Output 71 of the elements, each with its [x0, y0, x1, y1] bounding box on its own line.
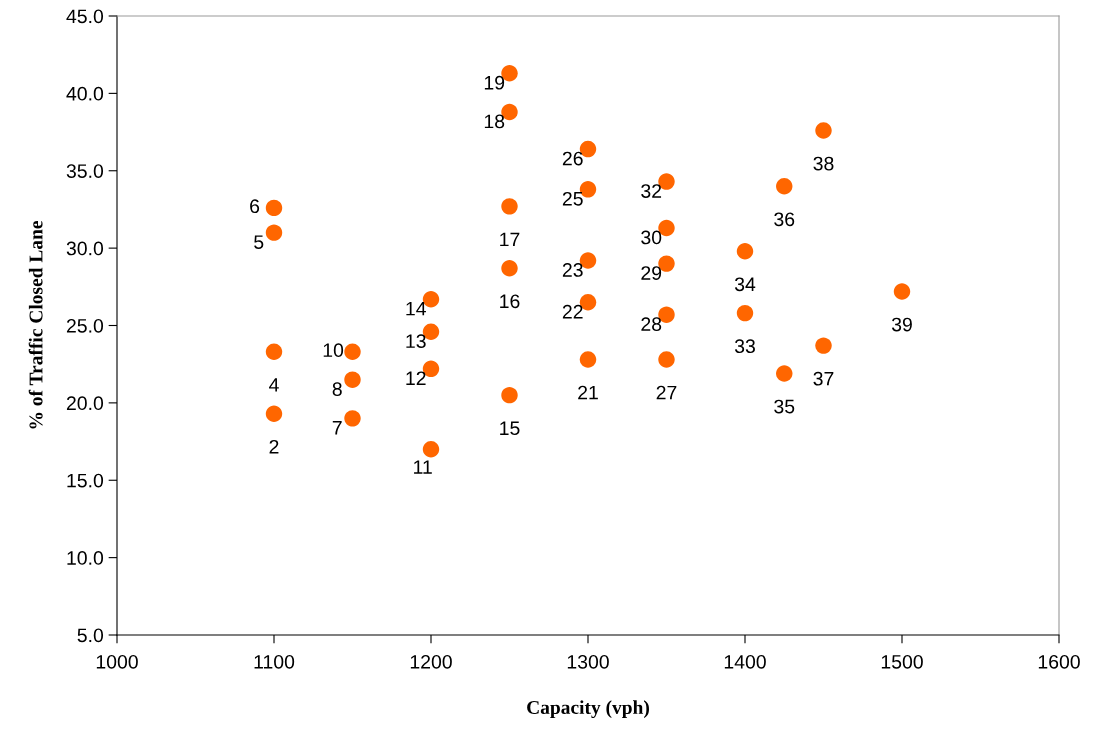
annotation: 11 [414, 460, 432, 474]
annotation: 14 [406, 301, 426, 316]
point [265, 199, 283, 217]
annotation: 38 [813, 156, 834, 171]
annotation: 28 [641, 317, 662, 331]
point [736, 304, 754, 322]
annotation: 34 [734, 277, 756, 292]
point [776, 178, 793, 195]
annotation: 8 [332, 382, 342, 396]
point [501, 198, 518, 215]
point [265, 405, 283, 422]
annotation: 15 [500, 421, 520, 436]
point [658, 351, 675, 368]
y-axis-title: % of Traffic Closed Lane [28, 221, 43, 429]
annotation: 16 [500, 294, 520, 309]
y-tick-label: 5.0 [77, 628, 104, 643]
annotation: 29 [641, 266, 662, 280]
point [893, 283, 911, 300]
annotation: 5 [254, 235, 264, 249]
y-tick-label: 30.0 [66, 241, 104, 256]
x-tick-label: 1500 [881, 654, 923, 669]
y-tick-label: 40.0 [66, 86, 104, 101]
x-tick-label: 1100 [254, 654, 295, 669]
point [422, 441, 440, 458]
point [501, 260, 518, 277]
x-axis-title: Capacity (vph) [527, 700, 649, 719]
x-tick-label: 1400 [724, 654, 766, 669]
annotation: 35 [774, 399, 795, 414]
annotation: 27 [656, 385, 677, 400]
point [815, 122, 832, 139]
annotation: 13 [406, 334, 426, 349]
y-tick-label: 15.0 [67, 473, 104, 488]
y-tick-label: 10.0 [67, 551, 104, 565]
x-tick-label: 1300 [567, 654, 609, 669]
annotation: 21 [578, 385, 598, 400]
annotation: 17 [500, 232, 520, 247]
annotation: 23 [562, 263, 583, 277]
x-tick-label: 1200 [410, 654, 452, 669]
point [736, 243, 754, 260]
y-tick-label: 35.0 [66, 164, 104, 178]
y-tick-label: 25.0 [66, 318, 104, 333]
point [501, 386, 518, 404]
annotation: 33 [734, 339, 755, 354]
point [579, 351, 597, 368]
annotation: 25 [562, 191, 583, 206]
annotation: 36 [774, 212, 795, 227]
annotation: 10 [323, 343, 344, 358]
annotation: 26 [562, 151, 583, 166]
annotation: 22 [562, 304, 583, 319]
point [344, 343, 361, 361]
point [776, 365, 793, 382]
point [265, 224, 283, 241]
annotation: 37 [813, 371, 834, 386]
y-tick-label: 20.0 [66, 396, 104, 411]
x-tick-label: 1000 [96, 654, 138, 669]
point [265, 343, 283, 361]
annotation: 2 [269, 439, 279, 454]
point [344, 410, 361, 427]
annotation: 18 [484, 114, 505, 129]
annotation: 39 [891, 317, 912, 332]
y-tick-label: 45.0 [66, 9, 104, 24]
annotation: 32 [641, 184, 662, 198]
annotation: 4 [269, 378, 279, 392]
point [344, 371, 361, 388]
annotation: 7 [332, 421, 342, 435]
point [815, 337, 832, 354]
annotation: 19 [484, 75, 505, 90]
x-tick-label: 1600 [1038, 654, 1080, 669]
annotation: 30 [641, 230, 662, 245]
annotation: 6 [250, 199, 260, 214]
annotation: 12 [406, 371, 426, 385]
